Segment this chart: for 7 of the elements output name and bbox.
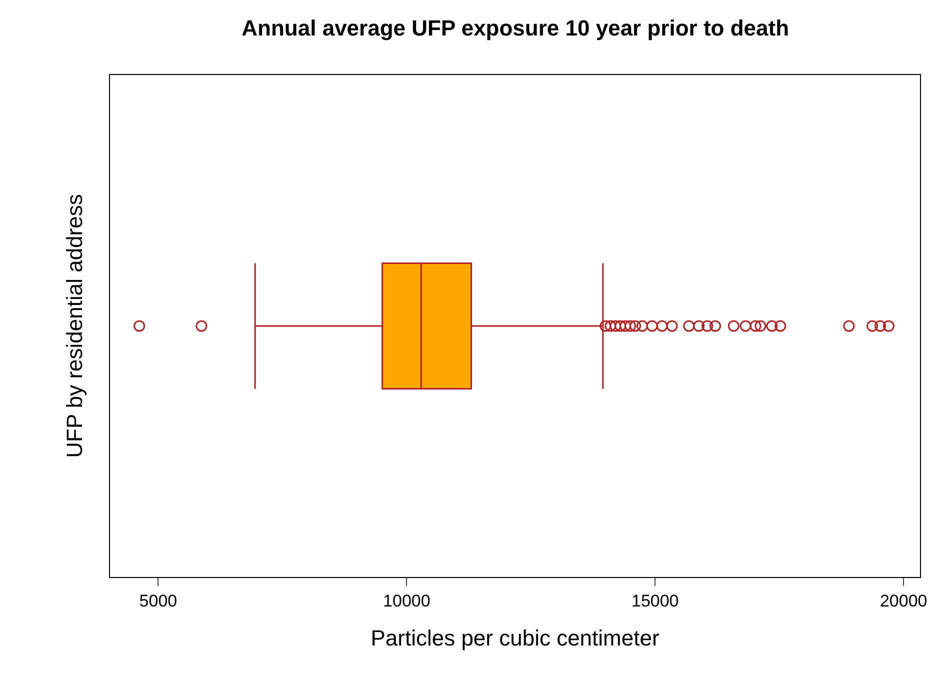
y-axis-title: UFP by residential address [62, 194, 87, 458]
x-tick-label: 10000 [383, 591, 430, 610]
x-tick-label: 20000 [880, 591, 928, 610]
x-tick-label: 5000 [139, 591, 178, 610]
x-axis-title: Particles per cubic centimeter [370, 625, 660, 650]
x-tick-label: 15000 [631, 591, 679, 610]
chart-title: Annual average UFP exposure 10 year prior to death [242, 16, 790, 41]
